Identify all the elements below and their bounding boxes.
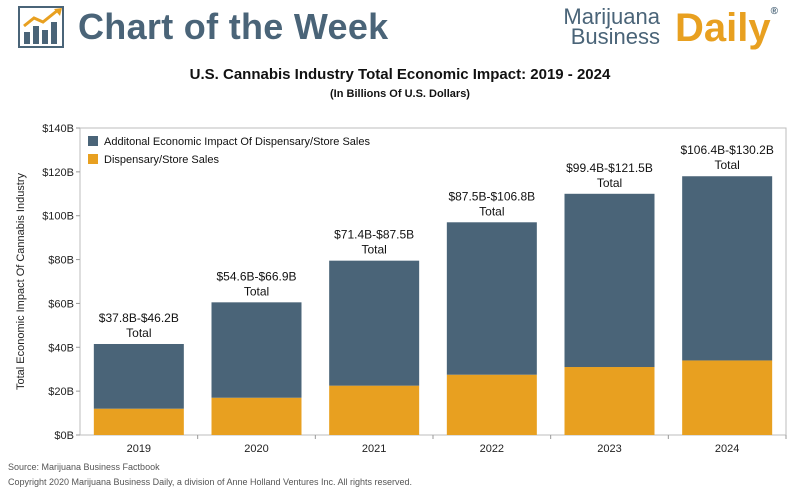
legend-swatch — [88, 136, 98, 146]
total-range-label: $87.5B-$106.8B — [448, 189, 535, 203]
bar-segment — [211, 397, 302, 435]
y-tick-label: $40B — [48, 342, 74, 354]
legend-label: Additonal Economic Impact Of Dispensary/… — [104, 136, 370, 148]
header: Chart of the Week Marijuana Business Dai… — [0, 0, 800, 56]
bar-segment — [93, 408, 184, 435]
total-range-label: $99.4B-$121.5B — [566, 161, 653, 175]
bar-segment — [564, 193, 655, 368]
registered-mark: ® — [770, 6, 778, 17]
bar-segment — [682, 360, 773, 435]
x-tick-label: 2019 — [127, 443, 151, 455]
y-axis-title: Total Economic Impact Of Cannabis Indust… — [15, 172, 27, 390]
bar-segment — [682, 176, 773, 361]
x-tick-label: 2023 — [597, 443, 621, 455]
bar-chart-icon — [18, 6, 64, 48]
brand-daily-text: Daily — [675, 6, 771, 50]
y-tick-label: $0B — [54, 430, 74, 442]
bar-segment — [211, 302, 302, 398]
total-range-label: $106.4B-$130.2B — [680, 143, 773, 157]
x-tick-label: 2022 — [480, 443, 504, 455]
total-label: Total — [244, 284, 269, 298]
brand-logo: Marijuana Business Daily® — [528, 4, 778, 52]
total-label: Total — [597, 176, 622, 190]
total-label: Total — [479, 204, 504, 218]
legend-label: Dispensary/Store Sales — [104, 154, 219, 166]
total-label: Total — [714, 158, 739, 172]
bar-segment — [446, 374, 537, 435]
copyright-note: Copyright 2020 Marijuana Business Daily,… — [8, 477, 413, 487]
x-tick-label: 2020 — [244, 443, 268, 455]
bar-segment — [564, 367, 655, 435]
bar-segment — [446, 222, 537, 375]
total-range-label: $37.8B-$46.2B — [99, 311, 179, 325]
total-label: Total — [361, 243, 386, 257]
total-label: Total — [126, 326, 151, 340]
brand-daily: Daily® — [675, 6, 778, 51]
y-tick-label: $140B — [42, 123, 74, 135]
bar-segment — [329, 260, 420, 386]
y-tick-label: $20B — [48, 386, 74, 398]
y-tick-label: $60B — [48, 298, 74, 310]
bar-segment — [329, 385, 420, 435]
brand-line-business: Business — [570, 24, 660, 49]
bar-segment — [93, 343, 184, 409]
page-title: Chart of the Week — [78, 6, 389, 47]
total-range-label: $54.6B-$66.9B — [216, 269, 296, 283]
brand-line-marijuana: Marijuana — [563, 4, 660, 29]
x-tick-label: 2021 — [362, 443, 386, 455]
chart-title: U.S. Cannabis Industry Total Economic Im… — [189, 66, 611, 83]
chart-subtitle: (In Billions Of U.S. Dollars) — [330, 88, 470, 100]
legend-swatch — [88, 154, 98, 164]
y-tick-label: $80B — [48, 255, 74, 267]
source-note: Source: Marijuana Business Factbook — [8, 462, 160, 472]
plot-frame — [79, 127, 787, 436]
x-tick-label: 2024 — [715, 443, 739, 455]
y-tick-label: $100B — [42, 211, 74, 223]
y-tick-label: $120B — [42, 167, 74, 179]
total-range-label: $71.4B-$87.5B — [334, 228, 414, 242]
